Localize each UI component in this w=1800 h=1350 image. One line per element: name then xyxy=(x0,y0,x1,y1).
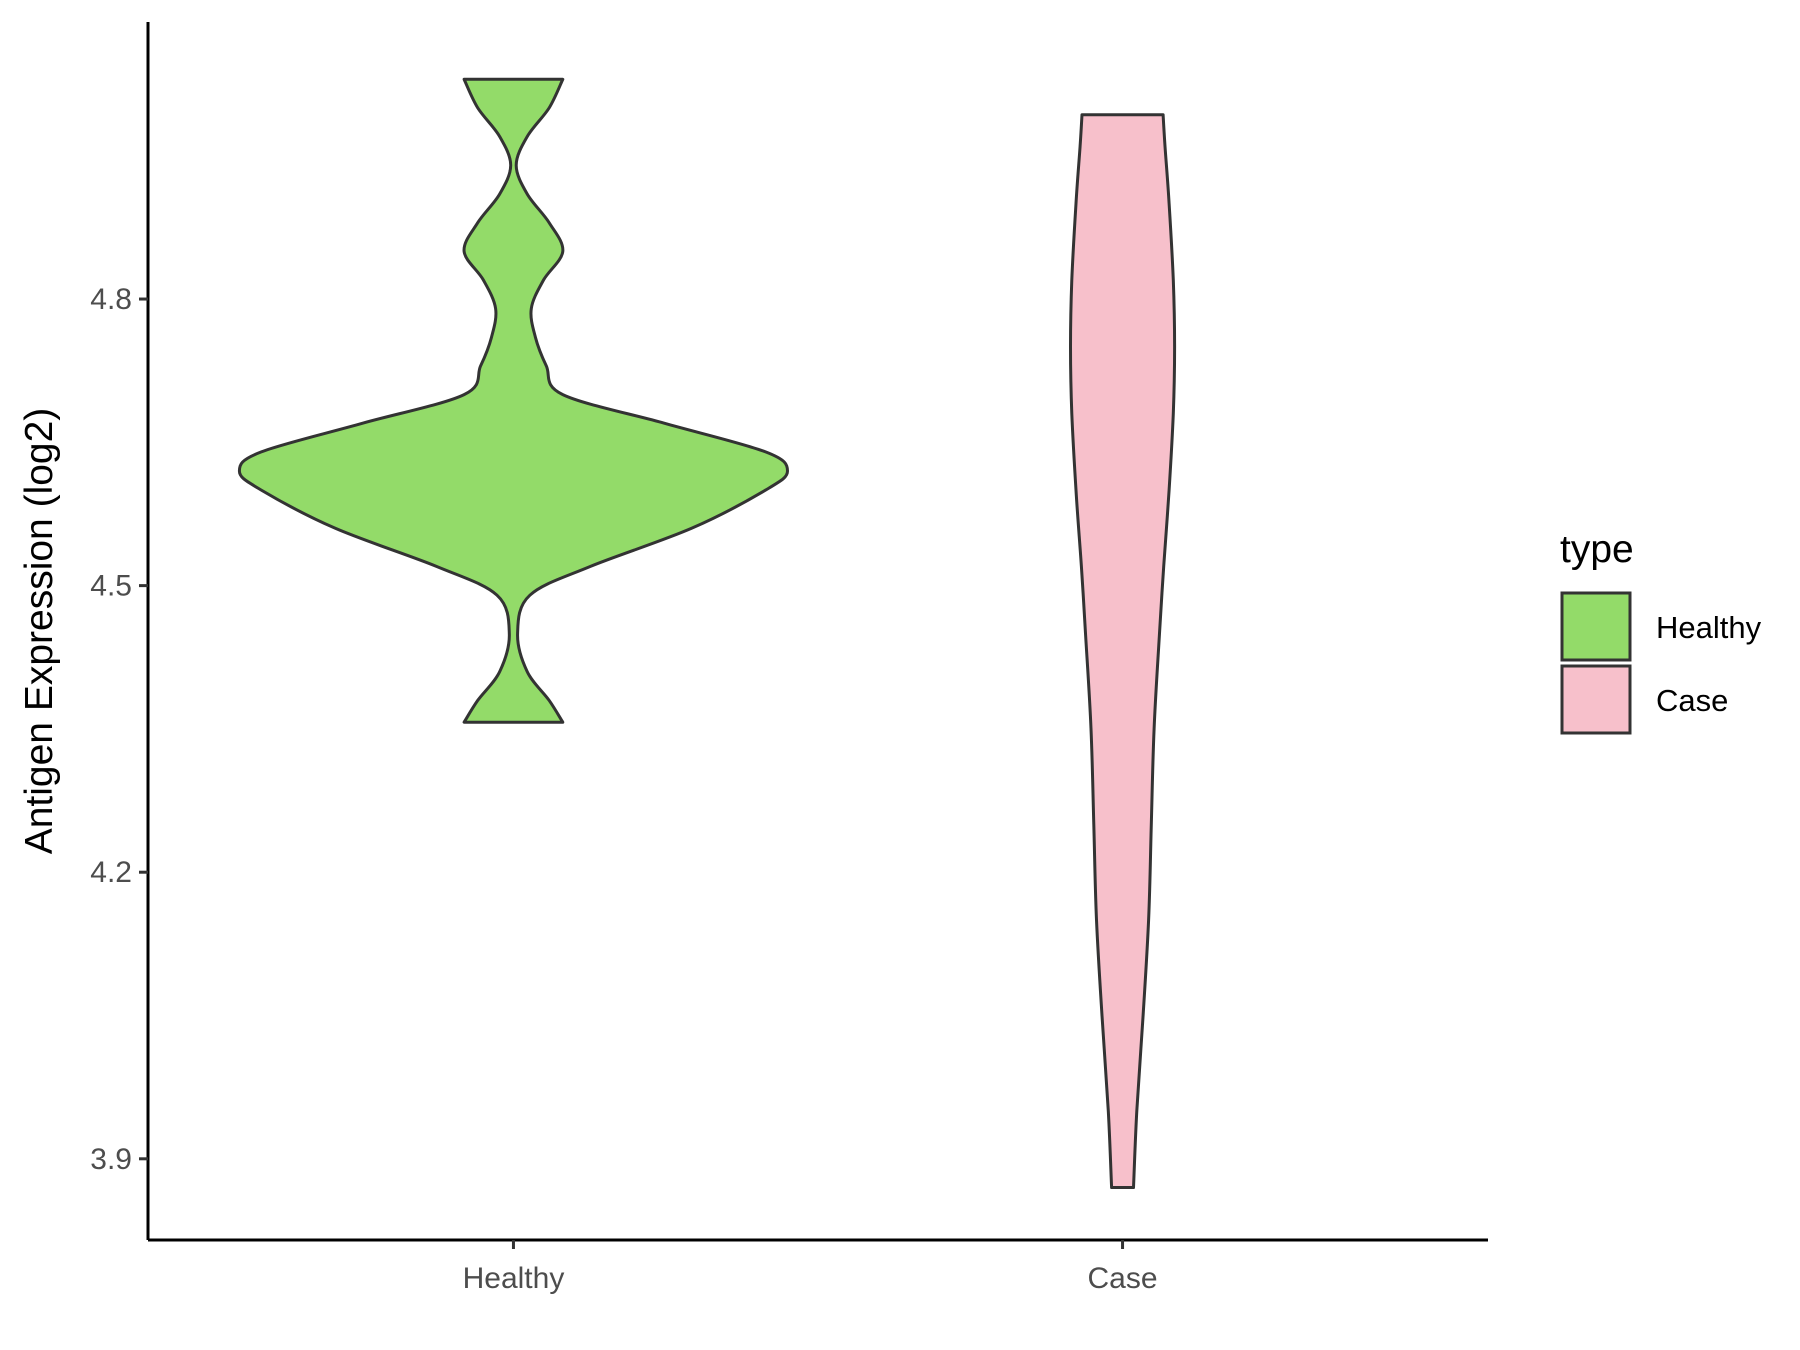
x-tick-label: Case xyxy=(1088,1262,1158,1295)
legend: type Healthy Case xyxy=(1560,528,1762,735)
y-axis-ticks: 3.9 4.2 4.5 4.8 xyxy=(90,283,148,1176)
x-tick-label: Healthy xyxy=(463,1262,565,1295)
y-tick-label: 4.5 xyxy=(90,570,132,603)
y-tick-label: 4.2 xyxy=(90,856,132,889)
legend-key-case xyxy=(1560,664,1632,735)
y-tick-label: 3.9 xyxy=(90,1143,132,1176)
violin-healthy xyxy=(237,77,789,724)
violin-case xyxy=(1069,113,1177,1189)
legend-label-healthy: Healthy xyxy=(1656,610,1762,645)
y-tick-label: 4.8 xyxy=(90,283,132,316)
legend-title: type xyxy=(1560,528,1634,571)
legend-items: Healthy Case xyxy=(1560,591,1762,735)
x-axis-ticks: Healthy Case xyxy=(463,1240,1158,1295)
legend-label-case: Case xyxy=(1656,683,1728,718)
y-axis-title: Antigen Expression (log2) xyxy=(18,408,61,855)
violin-layer xyxy=(237,77,1177,1189)
legend-key-healthy xyxy=(1560,591,1632,662)
